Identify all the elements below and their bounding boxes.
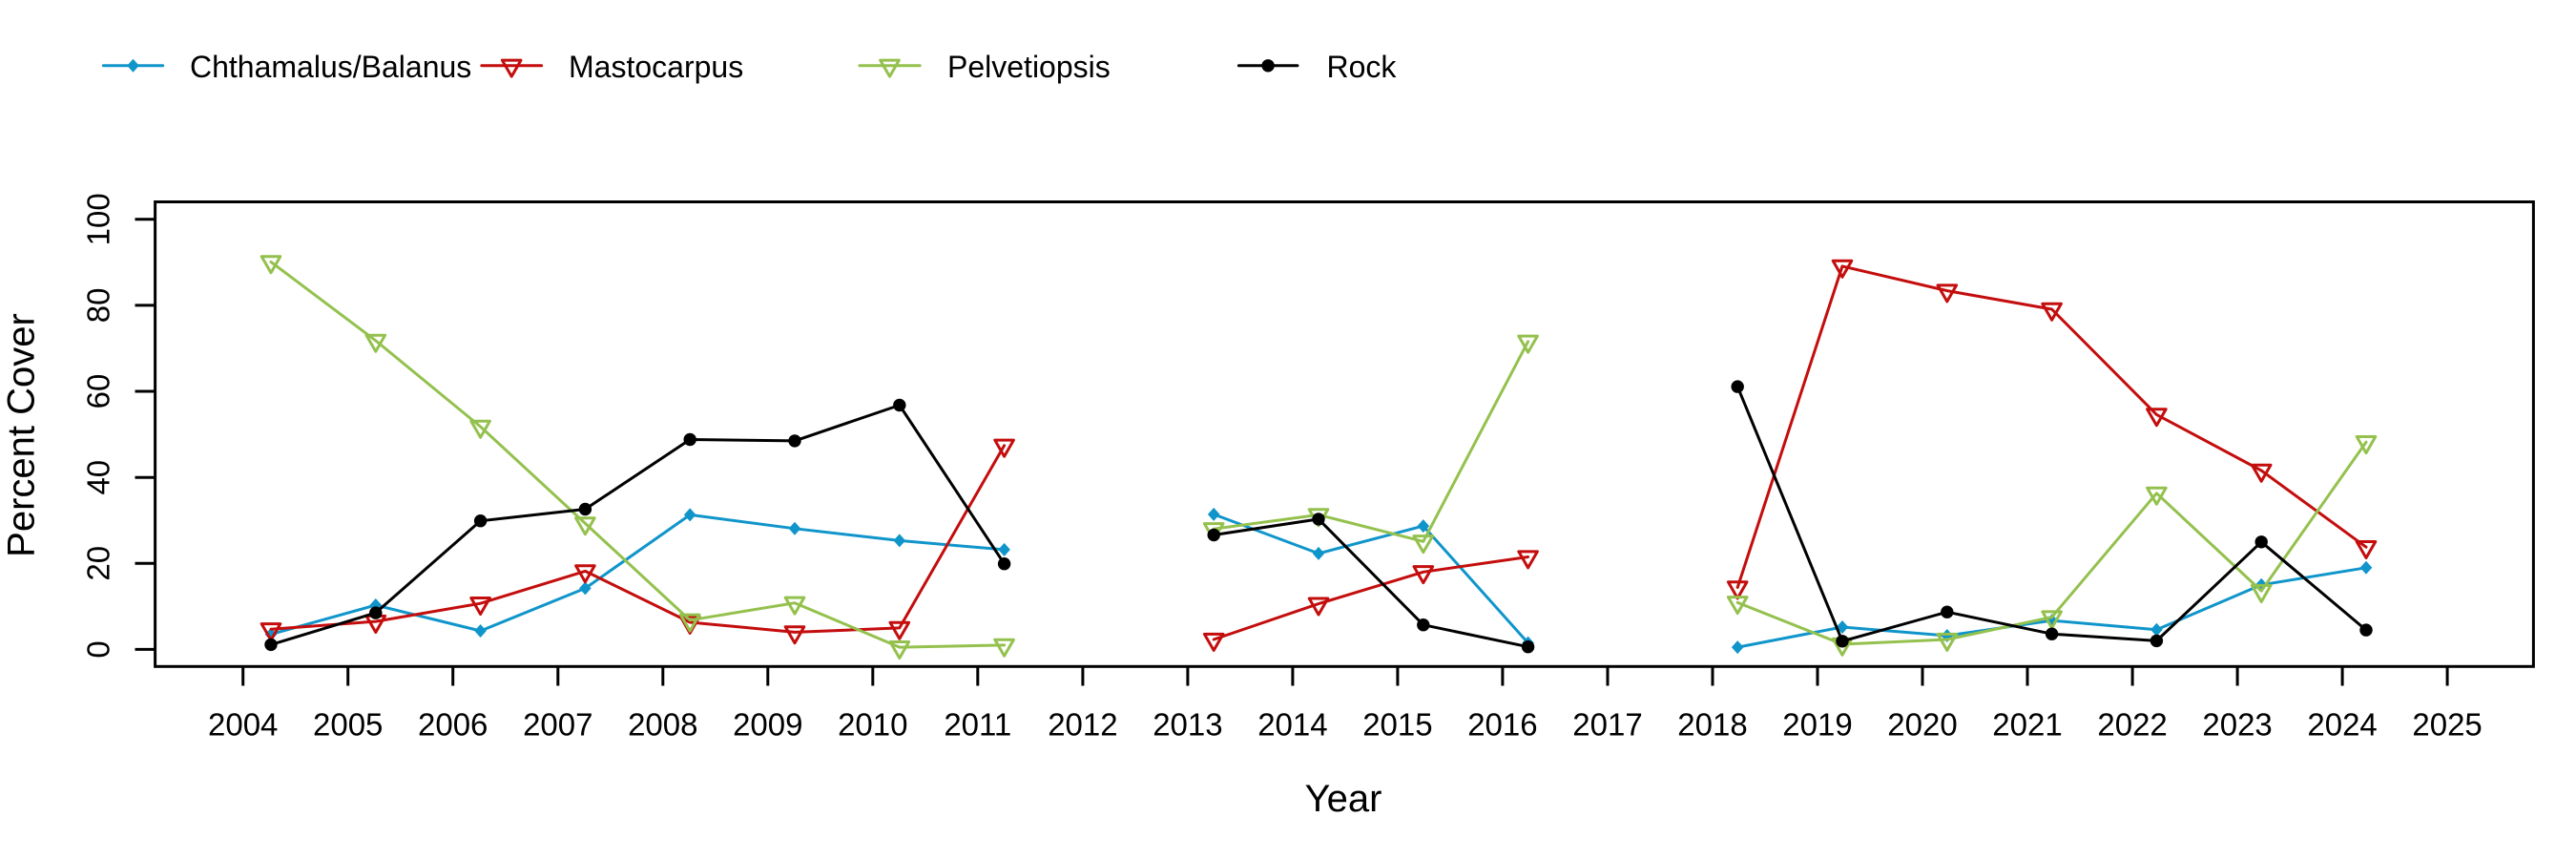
svg-text:Chthamalus/Balanus: Chthamalus/Balanus (190, 50, 471, 84)
svg-text:2024: 2024 (2307, 707, 2377, 743)
svg-text:2017: 2017 (1572, 707, 1642, 743)
svg-text:2012: 2012 (1048, 707, 1117, 743)
svg-text:2015: 2015 (1362, 707, 1432, 743)
svg-text:2019: 2019 (1782, 707, 1852, 743)
svg-text:2020: 2020 (1887, 707, 1957, 743)
svg-text:2005: 2005 (313, 707, 383, 743)
svg-text:2018: 2018 (1677, 707, 1747, 743)
svg-text:0: 0 (81, 640, 116, 658)
svg-text:2016: 2016 (1467, 707, 1537, 743)
svg-text:2011: 2011 (944, 707, 1011, 743)
svg-text:2009: 2009 (733, 707, 802, 743)
svg-text:Percent Cover: Percent Cover (0, 313, 42, 557)
svg-text:Mastocarpus: Mastocarpus (569, 50, 743, 84)
svg-text:2010: 2010 (838, 707, 907, 743)
svg-text:Pelvetiopsis: Pelvetiopsis (947, 50, 1111, 84)
svg-text:2006: 2006 (418, 707, 488, 743)
svg-text:Rock: Rock (1327, 50, 1398, 84)
svg-text:20: 20 (81, 546, 116, 581)
svg-text:2008: 2008 (628, 707, 697, 743)
svg-text:60: 60 (81, 374, 116, 409)
svg-text:40: 40 (81, 460, 116, 495)
svg-text:2014: 2014 (1257, 707, 1327, 743)
svg-text:2022: 2022 (2097, 707, 2167, 743)
svg-text:2025: 2025 (2412, 707, 2482, 743)
svg-text:2013: 2013 (1153, 707, 1222, 743)
svg-text:2021: 2021 (1992, 707, 2062, 743)
svg-text:80: 80 (81, 288, 116, 324)
svg-text:Year: Year (1305, 778, 1382, 820)
svg-text:2007: 2007 (523, 707, 592, 743)
svg-text:100: 100 (81, 193, 116, 245)
svg-text:2023: 2023 (2202, 707, 2272, 743)
svg-text:2004: 2004 (208, 707, 278, 743)
